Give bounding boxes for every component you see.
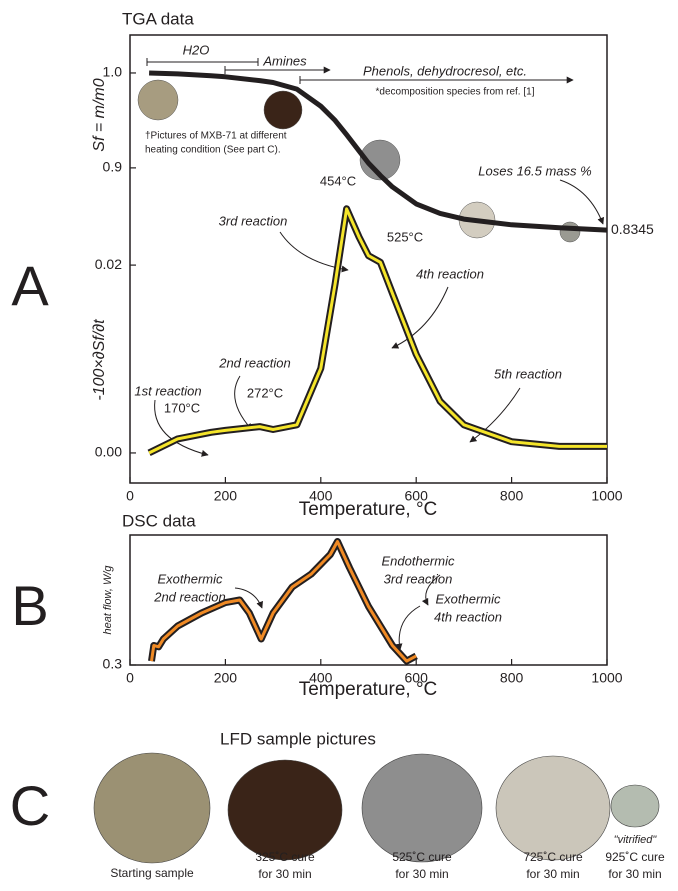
annotation: 5th reaction (494, 366, 562, 381)
y-tick-label: 0.02 (95, 256, 122, 272)
x-tick-label: 200 (214, 488, 238, 504)
plot-frame (129, 534, 608, 666)
range-arrow (299, 76, 573, 84)
x-tick-label: 400 (309, 488, 333, 504)
x-tick-label: 0 (126, 670, 134, 686)
callout-arrow (421, 574, 441, 606)
x-tick-label: 600 (405, 488, 429, 504)
caption: 725˚C cure (523, 850, 583, 864)
caption: for 30 min (608, 867, 661, 881)
y-tick-label: 0.9 (103, 159, 123, 175)
annotation: Amines (262, 53, 307, 68)
caption: for 30 min (526, 867, 579, 881)
annotation: 4th reaction (416, 266, 484, 281)
y-tick-label: 1.0 (103, 64, 123, 80)
line-outline (147, 205, 607, 457)
sample-picture (610, 784, 660, 828)
sample-thumbnail (137, 79, 179, 121)
end-value-label: 0.8345 (611, 221, 654, 237)
sample-picture (227, 759, 343, 861)
plot-frame (129, 34, 608, 484)
annotation: Loses 16.5 mass % (478, 163, 591, 178)
range-bar (146, 58, 259, 66)
panel-letter: B (11, 574, 48, 637)
x-tick-label: 200 (214, 670, 238, 686)
callout-arrow (234, 587, 263, 609)
mass-line (149, 70, 608, 233)
x-tick-label: 400 (309, 670, 333, 686)
caption: 525˚C cure (392, 850, 452, 864)
annotation: Exothermic (157, 571, 223, 586)
x-axis-label: Temperature, °C (299, 679, 438, 700)
sample-thumbnail (559, 221, 581, 243)
sample-thumbnail (359, 139, 401, 181)
callout-arrow (391, 286, 449, 349)
panel-title: LFD sample pictures (220, 729, 376, 748)
annotation: 272°C (247, 385, 283, 400)
panel-letter: C (10, 774, 50, 837)
annotation: 1st reaction (134, 383, 201, 398)
callout-arrow (154, 399, 209, 457)
caption: for 30 min (258, 867, 311, 881)
sample-picture (495, 755, 611, 861)
x-tick-label: 800 (500, 488, 524, 504)
y-tick-label: 0.00 (95, 444, 122, 460)
sample-thumbnail (263, 90, 303, 130)
x-tick-label: 1000 (591, 488, 622, 504)
annotation: 525°C (387, 229, 423, 244)
annotation: 454°C (320, 173, 356, 188)
y-axis-label: -100×∂Sf/∂t (91, 319, 108, 401)
x-tick-label: 600 (405, 670, 429, 686)
annotation: Endothermic (382, 553, 455, 568)
annotation: H2O (183, 42, 210, 57)
caption: 925˚C cure (605, 850, 665, 864)
chart-title: TGA data (122, 9, 194, 28)
sample-picture (361, 753, 483, 863)
annotation: 3rd reaction (384, 571, 453, 586)
callout-arrow (234, 375, 253, 431)
callout-arrow (395, 605, 421, 651)
picture-note: "vitrified" (614, 834, 658, 846)
sample-picture (93, 752, 211, 864)
caption: Starting sample (110, 866, 194, 880)
x-tick-label: 1000 (591, 670, 622, 686)
x-axis-label: Temperature, °C (299, 499, 438, 520)
annotation: 4th reaction (434, 609, 502, 624)
panel-letter: A (11, 254, 49, 317)
callout-arrow (559, 179, 605, 225)
chart-title: DSC data (122, 511, 196, 530)
annotation: 2nd reaction (153, 589, 226, 604)
annotation: †Pictures of MXB-71 at different (145, 131, 287, 142)
y-tick-label: 0.3 (103, 656, 123, 672)
x-tick-label: 800 (500, 670, 524, 686)
annotation: heating condition (See part C). (145, 145, 281, 156)
caption: 325˚C cure (255, 850, 315, 864)
annotation: Exothermic (435, 591, 501, 606)
range-arrow (224, 66, 330, 74)
caption: for 30 min (395, 867, 448, 881)
annotation: 170°C (164, 400, 200, 415)
annotation: *decomposition species from ref. [1] (376, 87, 535, 98)
line (148, 207, 607, 455)
y2-axis-label: Sf = m/m0 (91, 78, 108, 151)
annotation: 2nd reaction (218, 355, 291, 370)
annotation: Phenols, dehydrocresol, etc. (363, 63, 527, 78)
callout-arrow (469, 387, 521, 443)
x-tick-label: 0 (126, 488, 134, 504)
y-axis-label: heat flow, W/g (102, 565, 114, 635)
line (150, 540, 417, 663)
annotation: 3rd reaction (219, 213, 288, 228)
